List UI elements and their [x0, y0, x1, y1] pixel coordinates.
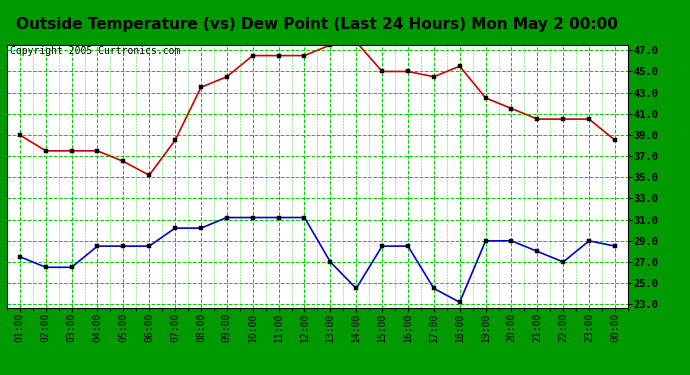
Text: Copyright 2005 Curtronics.com: Copyright 2005 Curtronics.com: [10, 46, 180, 56]
Text: Outside Temperature (vs) Dew Point (Last 24 Hours) Mon May 2 00:00: Outside Temperature (vs) Dew Point (Last…: [17, 17, 618, 32]
